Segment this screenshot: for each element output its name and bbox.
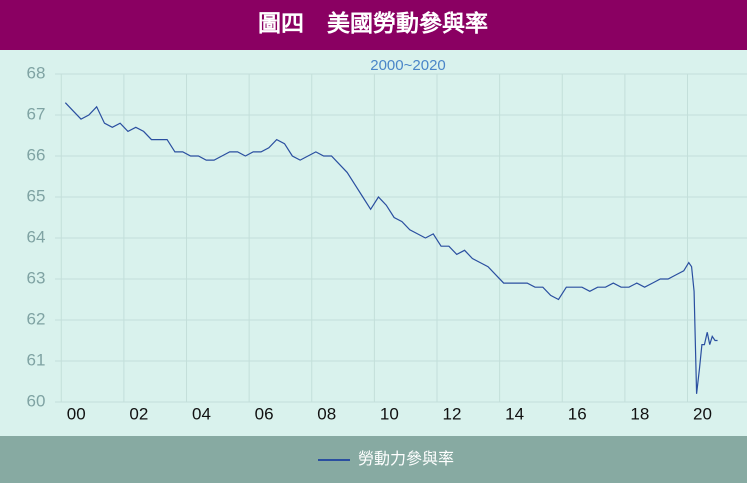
y-tick-label: 63 bbox=[27, 268, 46, 287]
y-tick-label: 61 bbox=[27, 350, 46, 369]
x-tick-label: 04 bbox=[192, 404, 211, 423]
y-tick-label: 65 bbox=[27, 186, 46, 205]
x-tick-label: 20 bbox=[693, 404, 712, 423]
y-tick-label: 68 bbox=[27, 63, 46, 82]
y-tick-label: 62 bbox=[27, 309, 46, 328]
y-tick-label: 60 bbox=[27, 391, 46, 410]
x-tick-label: 08 bbox=[317, 404, 336, 423]
y-tick-label: 64 bbox=[27, 227, 46, 246]
legend-label: 勞動力參與率 bbox=[358, 450, 454, 468]
data-line bbox=[64, 102, 718, 394]
x-tick-label: 12 bbox=[443, 404, 462, 423]
header-bar bbox=[0, 0, 747, 50]
y-tick-label: 67 bbox=[27, 104, 46, 123]
x-tick-label: 14 bbox=[505, 404, 524, 423]
x-tick-label: 02 bbox=[129, 404, 148, 423]
legend-band bbox=[0, 436, 747, 483]
x-tick-label: 16 bbox=[568, 404, 587, 423]
chart-title: 圖四 美國勞動參與率 bbox=[258, 10, 488, 36]
x-tick-label: 00 bbox=[67, 404, 86, 423]
x-tick-label: 10 bbox=[380, 404, 399, 423]
chart-subtitle: 2000~2020 bbox=[370, 57, 446, 74]
x-tick-label: 06 bbox=[255, 404, 274, 423]
plot-area: 60 61 62 63 64 65 66 67 68 00 02 04 06 08 10 12 14 16 18 20 bbox=[27, 63, 747, 423]
x-tick-label: 18 bbox=[630, 404, 649, 423]
y-tick-label: 66 bbox=[27, 145, 46, 164]
